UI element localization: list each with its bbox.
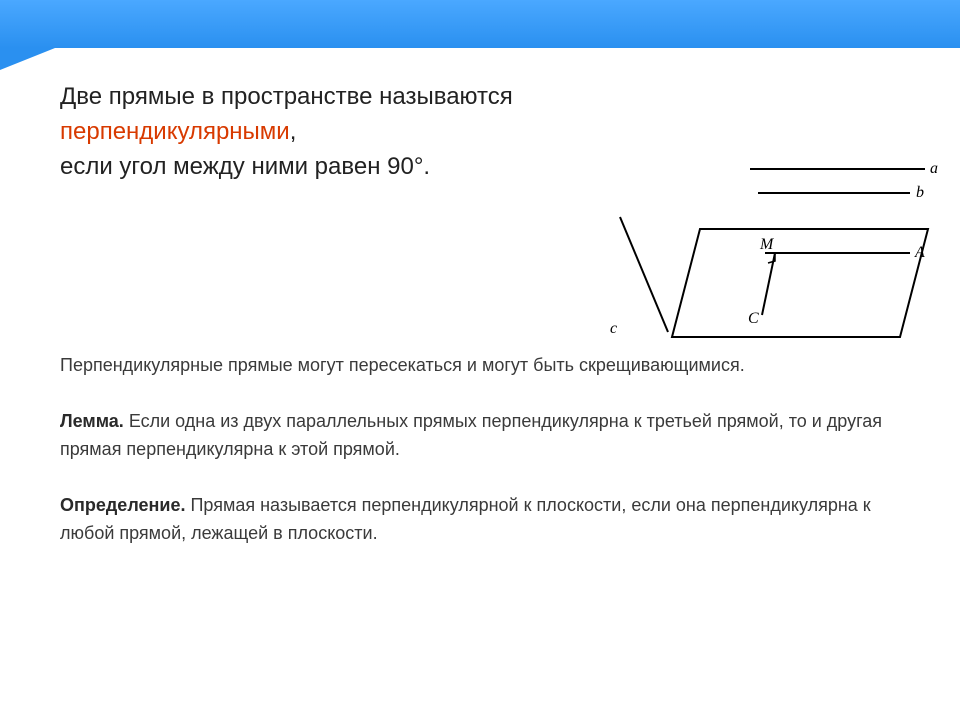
label-a: a	[930, 160, 938, 177]
header-notch	[0, 48, 55, 70]
p1-text: Перпендикулярные прямые могут пересекать…	[60, 355, 745, 375]
line-c	[620, 217, 668, 332]
body-paragraphs: Перпендикулярные прямые могут пересекать…	[60, 352, 890, 575]
paragraph-definition: Определение. Прямая называется перпендик…	[60, 492, 890, 548]
definition-label: Определение.	[60, 495, 185, 515]
definition-comma: ,	[290, 118, 297, 145]
label-M: М	[759, 236, 775, 253]
geometry-diagram: a b c М А С	[610, 157, 940, 357]
paragraph-intersecting: Перпендикулярные прямые могут пересекать…	[60, 352, 890, 380]
plane	[672, 229, 928, 337]
label-b: b	[916, 184, 924, 201]
lemma-label: Лемма.	[60, 411, 124, 431]
definition-line2: если угол между ними равен 90°.	[60, 153, 430, 180]
label-c: c	[610, 320, 617, 337]
label-A: А	[914, 244, 925, 261]
slide-content: Две прямые в пространстве называются пер…	[60, 62, 890, 184]
paragraph-lemma: Лемма. Если одна из двух параллельных пр…	[60, 408, 890, 464]
lemma-text: Если одна из двух параллельных прямых пе…	[60, 411, 882, 459]
definition-line1: Две прямые в пространстве называются	[60, 83, 513, 110]
label-C: С	[748, 310, 759, 327]
header-gradient	[0, 0, 960, 48]
definition-term: перпендикулярными	[60, 118, 290, 145]
